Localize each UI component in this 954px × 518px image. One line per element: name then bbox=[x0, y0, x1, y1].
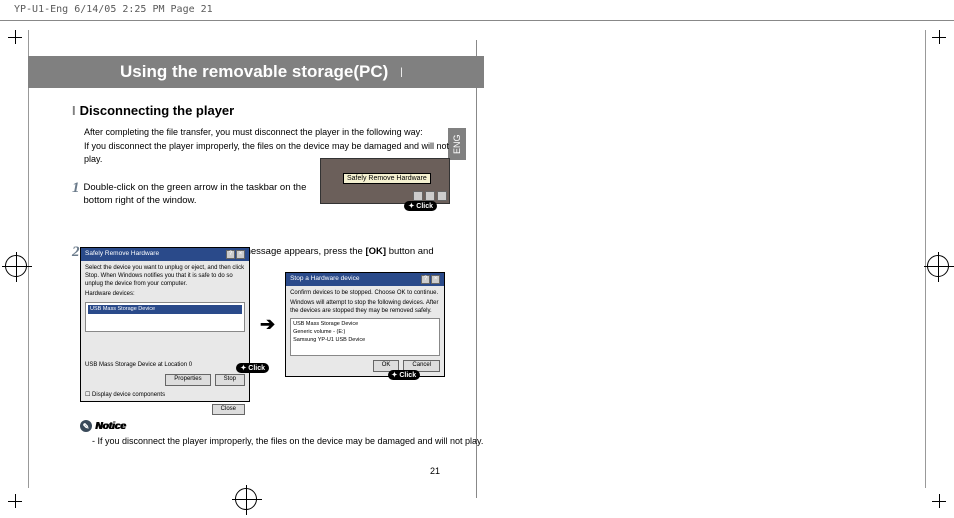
intro-line: After completing the file transfer, you … bbox=[84, 126, 467, 140]
rule-left bbox=[28, 30, 29, 488]
crop-mark bbox=[932, 494, 946, 508]
tray-icon bbox=[425, 191, 435, 201]
close-button[interactable]: Close bbox=[212, 404, 245, 416]
page-header: YP-U1-Eng 6/14/05 2:25 PM Page 21 bbox=[14, 4, 213, 15]
notice-section: ✎ Notice - If you disconnect the player … bbox=[80, 420, 483, 446]
step-text: Double-click on the green arrow in the t… bbox=[84, 181, 313, 208]
click-badge: ✦ Click bbox=[388, 370, 421, 380]
step-1: 1 Double-click on the green arrow in the… bbox=[72, 181, 312, 208]
title-divider: | bbox=[400, 67, 403, 78]
rule-top bbox=[0, 20, 954, 21]
notice-badge: ✎ Notice bbox=[80, 420, 126, 432]
tray-icon bbox=[413, 191, 423, 201]
dialog-safely-remove: Safely Remove Hardware ?× Select the dev… bbox=[80, 247, 250, 402]
titlebar-text: Safely Remove Hardware bbox=[85, 250, 159, 259]
help-icon: ? bbox=[226, 250, 235, 259]
dialog-label: Hardware devices: bbox=[85, 291, 245, 299]
titlebar-text: Stop a Hardware device bbox=[290, 275, 359, 284]
tooltip: Safely Remove Hardware bbox=[343, 173, 431, 184]
tray-icon bbox=[437, 191, 447, 201]
titlebar: Safely Remove Hardware ?× bbox=[81, 248, 249, 261]
checkbox-row: ☐ Display device components bbox=[85, 392, 245, 400]
device-item: USB Mass Storage Device bbox=[293, 321, 437, 329]
device-list: USB Mass Storage Device Generic volume -… bbox=[290, 318, 440, 356]
click-badge: ✦ Click bbox=[404, 201, 437, 211]
arrow-icon: ➔ bbox=[260, 314, 275, 335]
dialog-stop-device: Stop a Hardware device ?× Confirm device… bbox=[285, 272, 445, 377]
close-icon: × bbox=[431, 275, 440, 284]
page-number: 21 bbox=[430, 466, 440, 476]
device-item: USB Mass Storage Device bbox=[88, 305, 242, 314]
help-icon: ? bbox=[421, 275, 430, 284]
close-icon: × bbox=[236, 250, 245, 259]
notice-text: - If you disconnect the player improperl… bbox=[92, 436, 483, 446]
section-marker: I bbox=[72, 103, 76, 118]
dialog-text: Confirm devices to be stopped. Choose OK… bbox=[290, 290, 440, 298]
titlebar: Stop a Hardware device ?× bbox=[286, 273, 444, 286]
status-text: USB Mass Storage Device at Location 0 bbox=[85, 362, 245, 370]
registration-mark bbox=[5, 255, 27, 277]
crop-mark bbox=[932, 30, 946, 44]
dialogs-row: Safely Remove Hardware ?× Select the dev… bbox=[80, 247, 445, 402]
step-number: 2 bbox=[72, 245, 80, 272]
section-title: I Disconnecting the player bbox=[72, 103, 467, 118]
properties-button[interactable]: Properties bbox=[165, 374, 210, 386]
step-number: 1 bbox=[72, 181, 80, 208]
registration-mark bbox=[235, 488, 257, 510]
click-badge: ✦ Click bbox=[236, 363, 269, 373]
tray-icons bbox=[413, 191, 447, 201]
device-item: Generic volume - (E:) bbox=[293, 329, 437, 337]
dialog-text: Windows will attempt to stop the followi… bbox=[290, 300, 440, 316]
page-title: Using the removable storage(PC) bbox=[120, 62, 388, 82]
device-item: Samsung YP-U1 USB Device bbox=[293, 337, 437, 345]
taskbar-screenshot: Safely Remove Hardware ✦ Click bbox=[320, 158, 450, 204]
dialog-text: Select the device you want to unplug or … bbox=[85, 265, 245, 288]
crop-mark bbox=[8, 30, 22, 44]
device-list: USB Mass Storage Device bbox=[85, 302, 245, 332]
rule-right bbox=[925, 30, 926, 488]
crop-mark bbox=[8, 494, 22, 508]
title-band: Using the removable storage(PC) | bbox=[28, 56, 484, 88]
notice-icon: ✎ bbox=[80, 420, 92, 432]
stop-button[interactable]: Stop bbox=[215, 374, 245, 386]
section-title-text: Disconnecting the player bbox=[80, 103, 235, 118]
notice-label: Notice bbox=[95, 421, 126, 432]
registration-mark bbox=[927, 255, 949, 277]
